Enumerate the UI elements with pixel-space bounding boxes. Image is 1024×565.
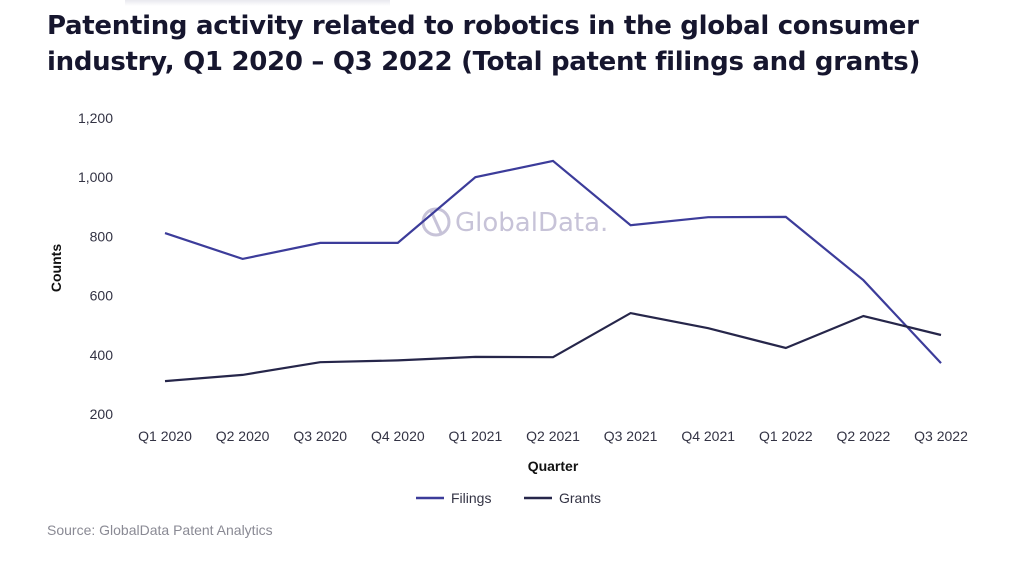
y-tick-label: 1,200 bbox=[78, 110, 113, 126]
legend-item-grants: Grants bbox=[524, 490, 601, 506]
source-note: Source: GlobalData Patent Analytics bbox=[47, 522, 273, 538]
legend: Filings Grants bbox=[416, 490, 601, 506]
y-tick-label: 800 bbox=[90, 228, 114, 244]
y-axis-title: Counts bbox=[48, 244, 64, 292]
x-tick-label: Q3 2022 bbox=[914, 428, 968, 444]
x-tick-label: Q3 2021 bbox=[604, 428, 658, 444]
legend-label: Filings bbox=[451, 490, 491, 506]
chart-title-line-2: industry, Q1 2020 – Q3 2022 (Total paten… bbox=[47, 47, 921, 77]
x-tick-label: Q1 2022 bbox=[759, 428, 813, 444]
series-lines bbox=[164, 159, 942, 383]
chart-title: Patenting activity related to robotics i… bbox=[47, 8, 1007, 80]
x-tick-label: Q1 2020 bbox=[138, 428, 192, 444]
series-line-filings bbox=[164, 159, 942, 364]
x-axis-ticks: Q1 2020 Q2 2020 Q3 2020 Q4 2020 Q1 2021 Q2 20… bbox=[138, 428, 968, 444]
x-tick-label: Q3 2020 bbox=[293, 428, 347, 444]
y-tick-label: 400 bbox=[90, 347, 114, 363]
y-tick-label: 200 bbox=[90, 406, 114, 422]
series-line-grants bbox=[164, 311, 942, 383]
x-tick-label: Q4 2020 bbox=[371, 428, 425, 444]
globaldata-watermark: GlobalData. bbox=[421, 207, 608, 238]
top-shadow bbox=[125, 0, 390, 6]
legend-item-filings: Filings bbox=[416, 490, 491, 506]
x-axis-title: Quarter bbox=[528, 458, 579, 474]
y-tick-label: 600 bbox=[90, 288, 114, 304]
watermark-text: GlobalData. bbox=[455, 208, 608, 238]
x-tick-label: Q1 2021 bbox=[449, 428, 503, 444]
y-axis-ticks: 200 400 600 800 1,000 1,200 bbox=[78, 110, 113, 422]
x-tick-label: Q2 2021 bbox=[526, 428, 580, 444]
chart-title-line-1: Patenting activity related to robotics i… bbox=[47, 11, 919, 41]
x-tick-label: Q4 2021 bbox=[681, 428, 735, 444]
y-tick-label: 1,000 bbox=[78, 169, 113, 185]
globaldata-logo-icon bbox=[421, 207, 451, 237]
x-tick-label: Q2 2022 bbox=[837, 428, 891, 444]
x-tick-label: Q2 2020 bbox=[216, 428, 270, 444]
legend-label: Grants bbox=[559, 490, 601, 506]
